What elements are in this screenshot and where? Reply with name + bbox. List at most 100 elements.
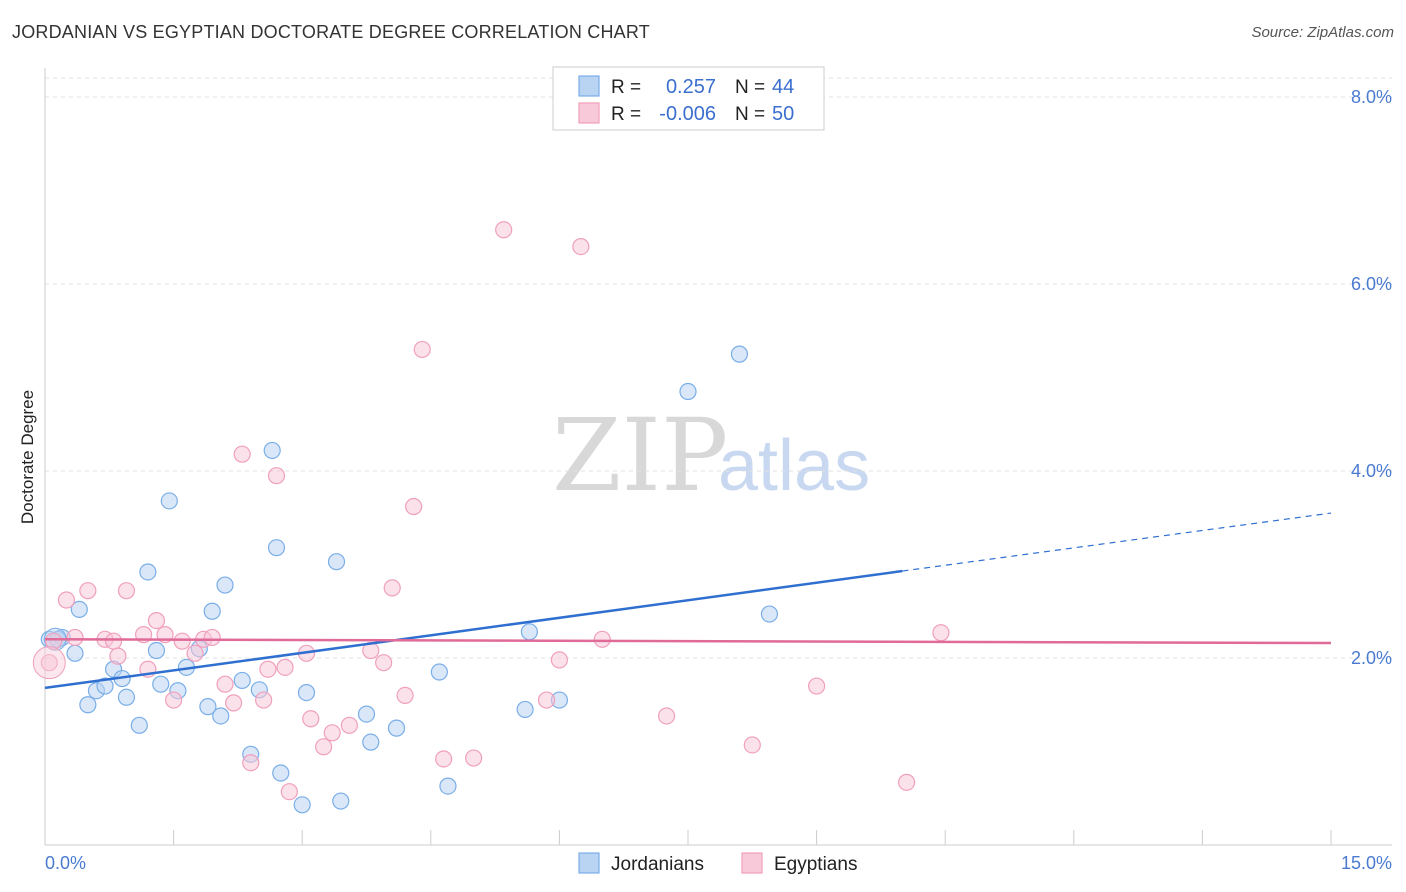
egyptians-point-28 — [302, 710, 320, 728]
egyptians-point-11 — [147, 611, 166, 630]
egyptians-point-13 — [165, 691, 183, 709]
egyptians-point-47 — [807, 677, 826, 695]
egyptians-point-29 — [315, 738, 333, 756]
y-tick-label-6: 6.0% — [1351, 274, 1392, 294]
egyptians-point-40 — [495, 221, 513, 239]
jordanians-point-33 — [362, 733, 380, 751]
y-tick-labels: 2.0% 4.0% 6.0% 8.0% — [1351, 87, 1392, 668]
egyptians-point-18 — [216, 675, 234, 693]
x-tick-label-min: 0.0% — [45, 853, 86, 873]
egyptians-point-3 — [66, 628, 84, 647]
legend-swatch-egyptians — [578, 102, 600, 124]
jordanians-point-32 — [357, 705, 376, 723]
egyptians-point-45 — [657, 707, 676, 725]
jordanians-point-10 — [130, 716, 148, 734]
series-legend-swatch-egyptians — [741, 852, 763, 874]
jordanians-point-37 — [516, 700, 534, 719]
chart-title: JORDANIAN VS EGYPTIAN DOCTORATE DEGREE C… — [12, 22, 650, 42]
legend-n-value-egyptians: 50 — [772, 103, 794, 125]
egyptians-point-22 — [255, 691, 273, 709]
watermark-atlas: atlas — [718, 426, 870, 506]
jordanians-point-26 — [267, 539, 286, 557]
jordanians-point-19 — [203, 602, 221, 620]
egyptians-point-7 — [109, 647, 127, 665]
egyptians-point-24 — [267, 467, 286, 485]
egyptians-point-35 — [396, 686, 414, 705]
egyptians-point-42 — [550, 651, 569, 669]
y-axis-label: Doctorate Degree — [18, 390, 37, 524]
legend-r-label-egyptians: R = — [611, 104, 641, 125]
egyptians-point-38 — [435, 750, 453, 768]
egyptians-point-43 — [572, 238, 590, 256]
legend-n-label-egyptians: N = — [735, 104, 765, 125]
egyptians-point-44 — [593, 630, 611, 648]
x-tick-label-max: 15.0% — [1341, 853, 1392, 873]
egyptians-point-15 — [186, 644, 204, 662]
jordanians-point-3 — [70, 600, 88, 618]
egyptians-point-25 — [276, 658, 294, 676]
egyptians-point-2 — [57, 591, 76, 609]
watermark: ZIP atlas — [552, 397, 870, 514]
egyptians-point-20 — [233, 445, 251, 463]
egyptians-point-41 — [537, 691, 556, 709]
legend-n-value-jordanians: 44 — [772, 76, 794, 98]
series-legend-label-egyptians: Egyptians — [774, 854, 857, 875]
jordanians-point-38 — [520, 623, 538, 641]
legend-r-value-jordanians: 0.257 — [666, 76, 716, 98]
jordanians-point-29 — [297, 683, 316, 702]
y-tick-label-8: 8.0% — [1351, 87, 1392, 107]
jordanians-point-40 — [679, 382, 697, 401]
egyptians-point-17 — [203, 628, 221, 647]
egyptians-point-46 — [743, 736, 761, 754]
egyptians-point-8 — [117, 582, 136, 600]
series-legend: Jordanians Egyptians — [578, 852, 857, 875]
egyptians-point-23 — [259, 660, 277, 678]
egyptians-point-21 — [242, 754, 260, 772]
jordanians-point-34 — [387, 719, 406, 737]
egyptians-point-19 — [225, 694, 243, 712]
y-tick-label-4: 4.0% — [1351, 461, 1392, 481]
egyptians-point-33 — [375, 654, 393, 672]
jordanians-point-22 — [233, 671, 251, 690]
egyptians-point-1 — [44, 632, 63, 650]
jordanians-point-35 — [430, 663, 448, 681]
jordanians-point-14 — [160, 492, 178, 510]
egyptians-point-30 — [323, 724, 341, 742]
trend-jordanians-solid — [44, 569, 903, 690]
legend-r-label-jordanians: R = — [611, 77, 641, 98]
jordanians-point-20 — [212, 707, 230, 725]
trend-lines — [44, 512, 1332, 690]
x-axis-ticks — [44, 830, 1332, 845]
jordanians-point-30 — [327, 553, 346, 571]
jordanians-point-2 — [66, 644, 84, 662]
egyptians-point-34 — [383, 579, 401, 597]
egyptians-point-31 — [340, 716, 358, 734]
jordanians-point-4 — [79, 696, 97, 714]
jordanians-point-41 — [730, 345, 749, 363]
stats-legend: R = 0.257 N = 44 R = -0.006 N = 50 — [552, 66, 825, 131]
legend-n-label-jordanians: N = — [735, 77, 765, 98]
egyptians-point-37 — [413, 340, 431, 359]
trend-jordanians-dashed — [902, 512, 1332, 572]
jordanians-point-31 — [332, 792, 350, 810]
egyptians-point-14 — [173, 632, 191, 650]
jordanians-point-25 — [263, 441, 281, 460]
jordanians-point-28 — [293, 796, 311, 814]
jordanians-point-13 — [152, 675, 170, 693]
egyptians-point-48 — [898, 773, 916, 791]
jordanians-point-6 — [96, 677, 114, 695]
series-legend-swatch-jordanians — [578, 852, 600, 874]
y-tick-label-2: 2.0% — [1351, 648, 1392, 668]
egyptians-point-0 — [40, 654, 58, 672]
series-egyptians-points — [32, 221, 950, 801]
egyptians-point-49 — [932, 624, 950, 642]
jordanians-point-18 — [199, 698, 217, 716]
watermark-zip: ZIP — [552, 397, 728, 514]
legend-r-value-egyptians: -0.006 — [659, 103, 716, 125]
series-legend-label-jordanians: Jordanians — [611, 854, 704, 875]
egyptians-point-39 — [465, 749, 483, 767]
gridlines — [45, 77, 1392, 659]
jordanians-point-12 — [147, 641, 166, 660]
egyptians-point-36 — [405, 497, 423, 516]
